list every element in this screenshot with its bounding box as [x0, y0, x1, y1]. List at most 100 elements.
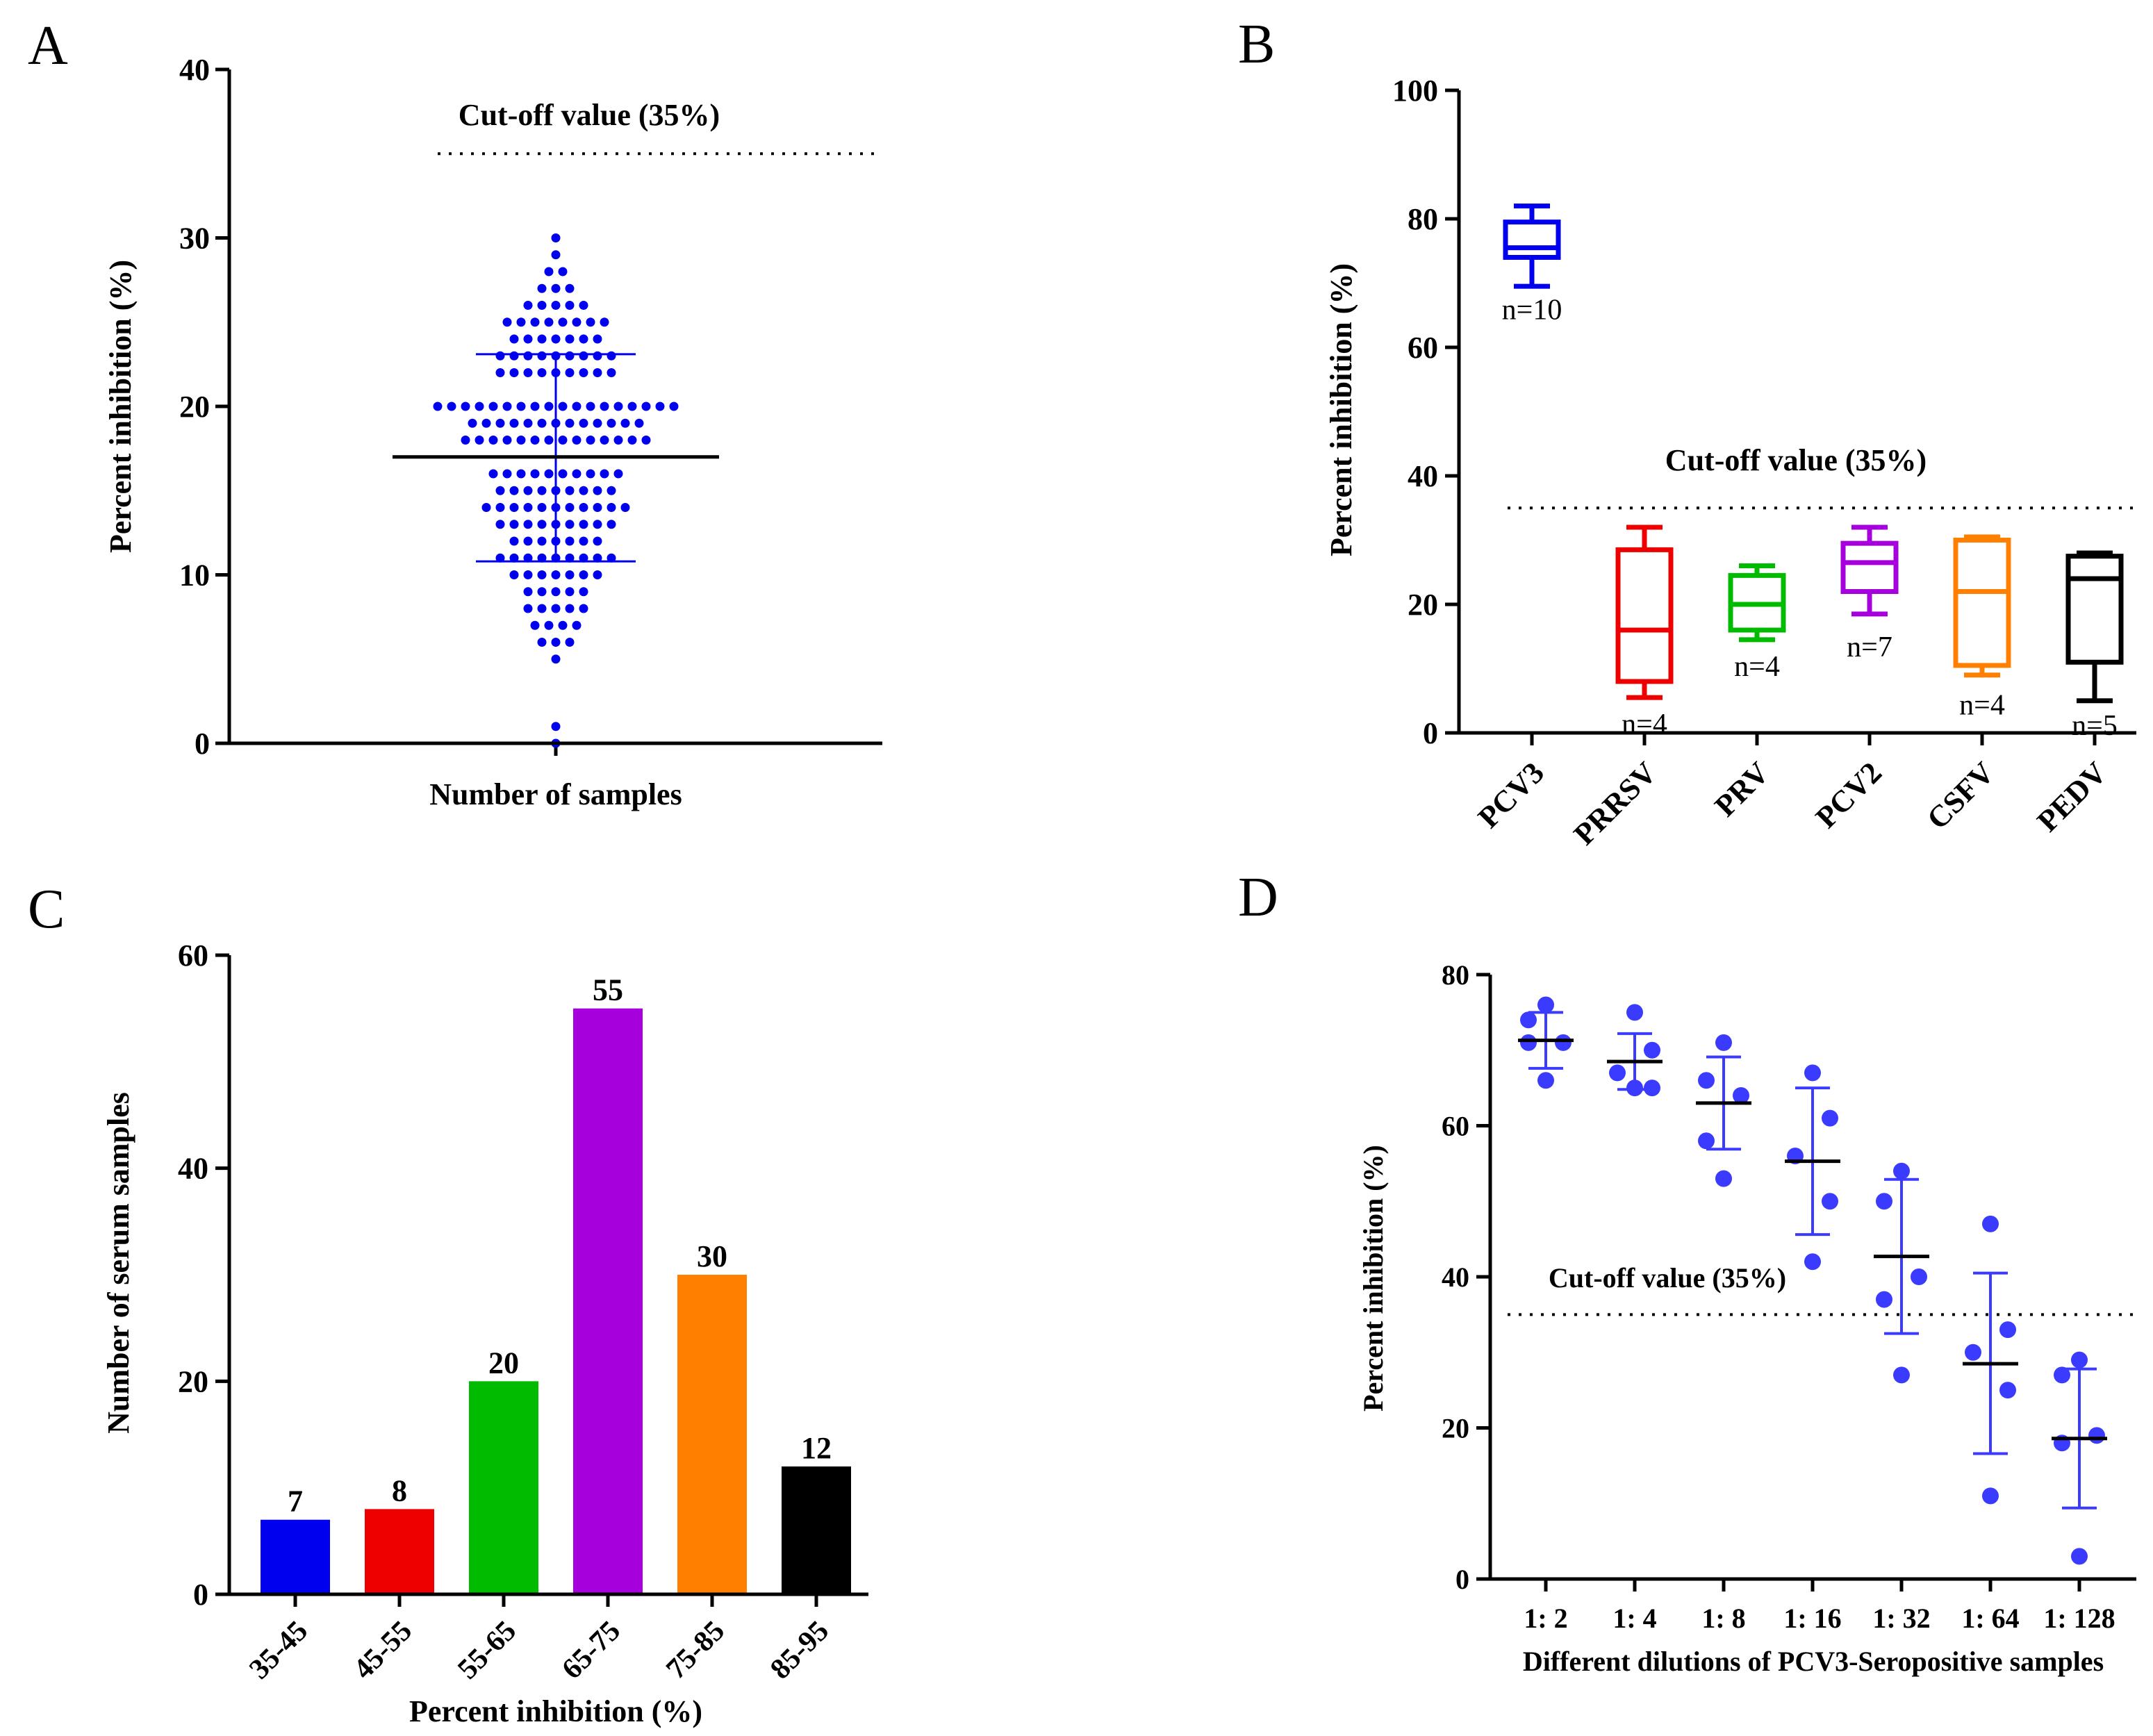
panel-c-bar-65-75 [573, 1008, 643, 1594]
panel-a-sample-point [530, 317, 540, 327]
panel-a-sample-point [593, 486, 602, 495]
panel-label-b: B [1238, 14, 1275, 75]
panel-b-box-pcv2: n=7 [1840, 524, 1899, 663]
panel-d-sample-point [1644, 1041, 1660, 1059]
panel-d-sample-point [1520, 1011, 1537, 1029]
panel-d-sample-point [1626, 1080, 1643, 1097]
panel-b-y-tick-label: 20 [1408, 588, 1438, 622]
panel-b-box-prrsv: n=4 [1615, 524, 1674, 741]
panel-c-axes [227, 955, 868, 1596]
panel-a-sample-point [565, 570, 575, 579]
panel-a-sample-point [537, 503, 547, 512]
panel-d-sample-point [1609, 1064, 1626, 1082]
panel-d-dilution-group [1874, 1162, 1929, 1384]
panel-c-x-tick-label: 65-75 [556, 1615, 627, 1686]
panel-a-sample-point [461, 436, 470, 445]
panel-a-sample-point [558, 469, 568, 479]
panel-d-sample-point [1537, 996, 1554, 1014]
panel-a-sample-point [447, 402, 456, 411]
panel-a-sample-point [530, 620, 540, 630]
panel-a-sample-point [579, 334, 588, 344]
panel-a-sample-point [593, 351, 602, 361]
panel-a-sample-point [551, 722, 561, 731]
panel-d-sample-point [1537, 1072, 1554, 1089]
panel-a-sample-point [613, 469, 623, 479]
panel-c-x-tick-label: 85-95 [764, 1615, 835, 1686]
panel-a-sample-point [495, 503, 505, 512]
panel-a-sample-point [607, 553, 616, 563]
panel-b-y-tick-label: 40 [1408, 459, 1438, 493]
panel-b-box-csfv: n=4 [1953, 534, 2011, 721]
panel-d-sample-point [1698, 1072, 1715, 1089]
panel-a-sample-point [627, 402, 637, 411]
panel-a-sample-point [641, 402, 651, 411]
panel-a-sample-point [551, 250, 561, 260]
panel-c-bars: 7 8 20 55 30 12 [261, 973, 851, 1594]
panel-a-sample-point [593, 570, 602, 579]
panel-d-y-tick-label: 40 [1442, 1262, 1469, 1293]
panel-a-sample-point [551, 334, 561, 344]
panel-d-sample-point [1822, 1109, 1838, 1127]
panel-c-y-tick-label: 0 [193, 1578, 208, 1612]
panel-c-x-tick-label: 45-55 [347, 1615, 418, 1686]
panel-a-sample-point [579, 604, 588, 613]
panel-d-sample-point [1999, 1382, 2016, 1399]
panel-a-sample-point [572, 317, 581, 327]
panel-a-sample-point [495, 486, 505, 495]
panel-a-sample-point [509, 486, 519, 495]
panel-c-bar-value-label: 7 [288, 1485, 303, 1519]
panel-b-n-label: n=4 [1959, 689, 2005, 721]
panel-a-sample-point [488, 469, 498, 479]
panel-a-sample-point [509, 553, 519, 563]
panel-b-box-iqr [1615, 547, 1674, 684]
panel-b-x-tick-label: CSFV [1920, 755, 2001, 836]
panel-d-sample-point [2088, 1427, 2105, 1444]
panel-a-sample-point [495, 418, 505, 428]
panel-d-sample-point [2071, 1548, 2088, 1565]
panel-a-sample-point [593, 418, 602, 428]
panel-b-x-tick-label: PRV [1708, 755, 1776, 823]
panel-a-sample-point [502, 402, 512, 411]
panel-a-sample-point [558, 436, 568, 445]
panel-a-sample-point [586, 402, 595, 411]
panel-b-x-tick-label: PEDV [2031, 755, 2114, 838]
panel-a-sample-point [607, 486, 616, 495]
panel-a-sample-point [600, 317, 609, 327]
panel-a-sample-point [516, 436, 526, 445]
panel-d-y-tick-label: 0 [1455, 1564, 1469, 1595]
panel-d-dilution-group [1696, 1034, 1751, 1187]
panel-a-sample-point [537, 283, 547, 293]
panel-c-bar-value-label: 55 [593, 973, 623, 1007]
panel-a-sample-point [523, 536, 533, 546]
panel-d-x-tick-label: 1: 16 [1783, 1603, 1841, 1634]
panel-a-sample-point [551, 638, 561, 647]
panel-d-sample-point [1733, 1087, 1749, 1104]
panel-d-sample-point [1965, 1344, 1981, 1361]
panel-d-sample-point [1555, 1034, 1572, 1051]
panel-a-sample-point [620, 418, 630, 428]
panel-a-sample-point [537, 553, 547, 563]
panel-a-sample-point [488, 402, 498, 411]
panel-c-bar-value-label: 12 [801, 1431, 832, 1465]
panel-a-sample-point [523, 570, 533, 579]
panel-d-sample-point [1999, 1321, 2016, 1339]
panel-d-sample-point [1982, 1215, 1999, 1232]
panel-b-axes [1457, 90, 2136, 735]
panel-a-sample-point [502, 469, 512, 479]
panel-a-sample-point [579, 520, 588, 529]
panel-c-y-tick-label: 20 [178, 1364, 208, 1398]
panel-a-sample-point [572, 620, 581, 630]
panel-a-sample-point [565, 553, 575, 563]
panel-a-sample-point [586, 469, 595, 479]
panel-b-n-label: n=4 [1734, 651, 1780, 683]
panel-a-y-tick-label: 40 [179, 53, 210, 87]
panel-b-box-pcv3: n=10 [1502, 204, 1562, 326]
panel-c-bar-value-label: 8 [392, 1473, 407, 1507]
panel-a-sample-point [579, 570, 588, 579]
panel-a-sample-point [627, 436, 637, 445]
panel-a-y-tick-label: 20 [179, 390, 210, 424]
panel-a-sample-point [523, 486, 533, 495]
panel-a-sample-point [579, 368, 588, 377]
panel-a-sample-point [565, 301, 575, 310]
